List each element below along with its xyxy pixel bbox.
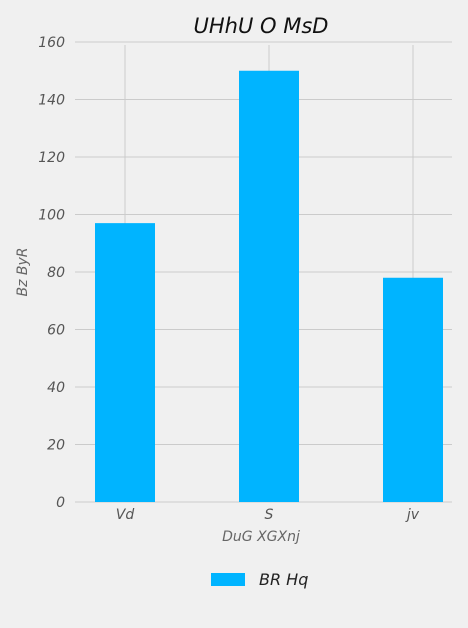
y-axis-label: Bz ByR (15, 247, 31, 296)
x-axis-label: DuG XGXnj (222, 529, 300, 545)
legend-swatch (211, 573, 245, 586)
y-tick-label: 0 (56, 495, 65, 511)
bars-layer (95, 70, 443, 502)
y-tick-label: 120 (38, 150, 65, 166)
x-tick-label-jv: jv (405, 507, 420, 523)
y-tick-label: 40 (47, 380, 65, 396)
y-tick-label: 140 (38, 93, 65, 109)
y-tick-label: 60 (47, 323, 65, 339)
y-tick-label: 20 (47, 438, 65, 454)
legend: BR Hq (211, 570, 308, 589)
x-tick-label-s: S (265, 507, 274, 523)
x-tick-label-vd: Vd (116, 507, 135, 523)
chart-title: UHhU O MsD (194, 14, 329, 38)
bar-vd (95, 223, 155, 502)
legend-label-series-1: BR Hq (259, 570, 308, 589)
bar-s (239, 70, 299, 502)
y-tick-label: 80 (47, 265, 65, 281)
y-tick-label: 100 (38, 208, 65, 224)
y-tick-label: 160 (38, 35, 65, 51)
bar-jv (383, 277, 443, 502)
